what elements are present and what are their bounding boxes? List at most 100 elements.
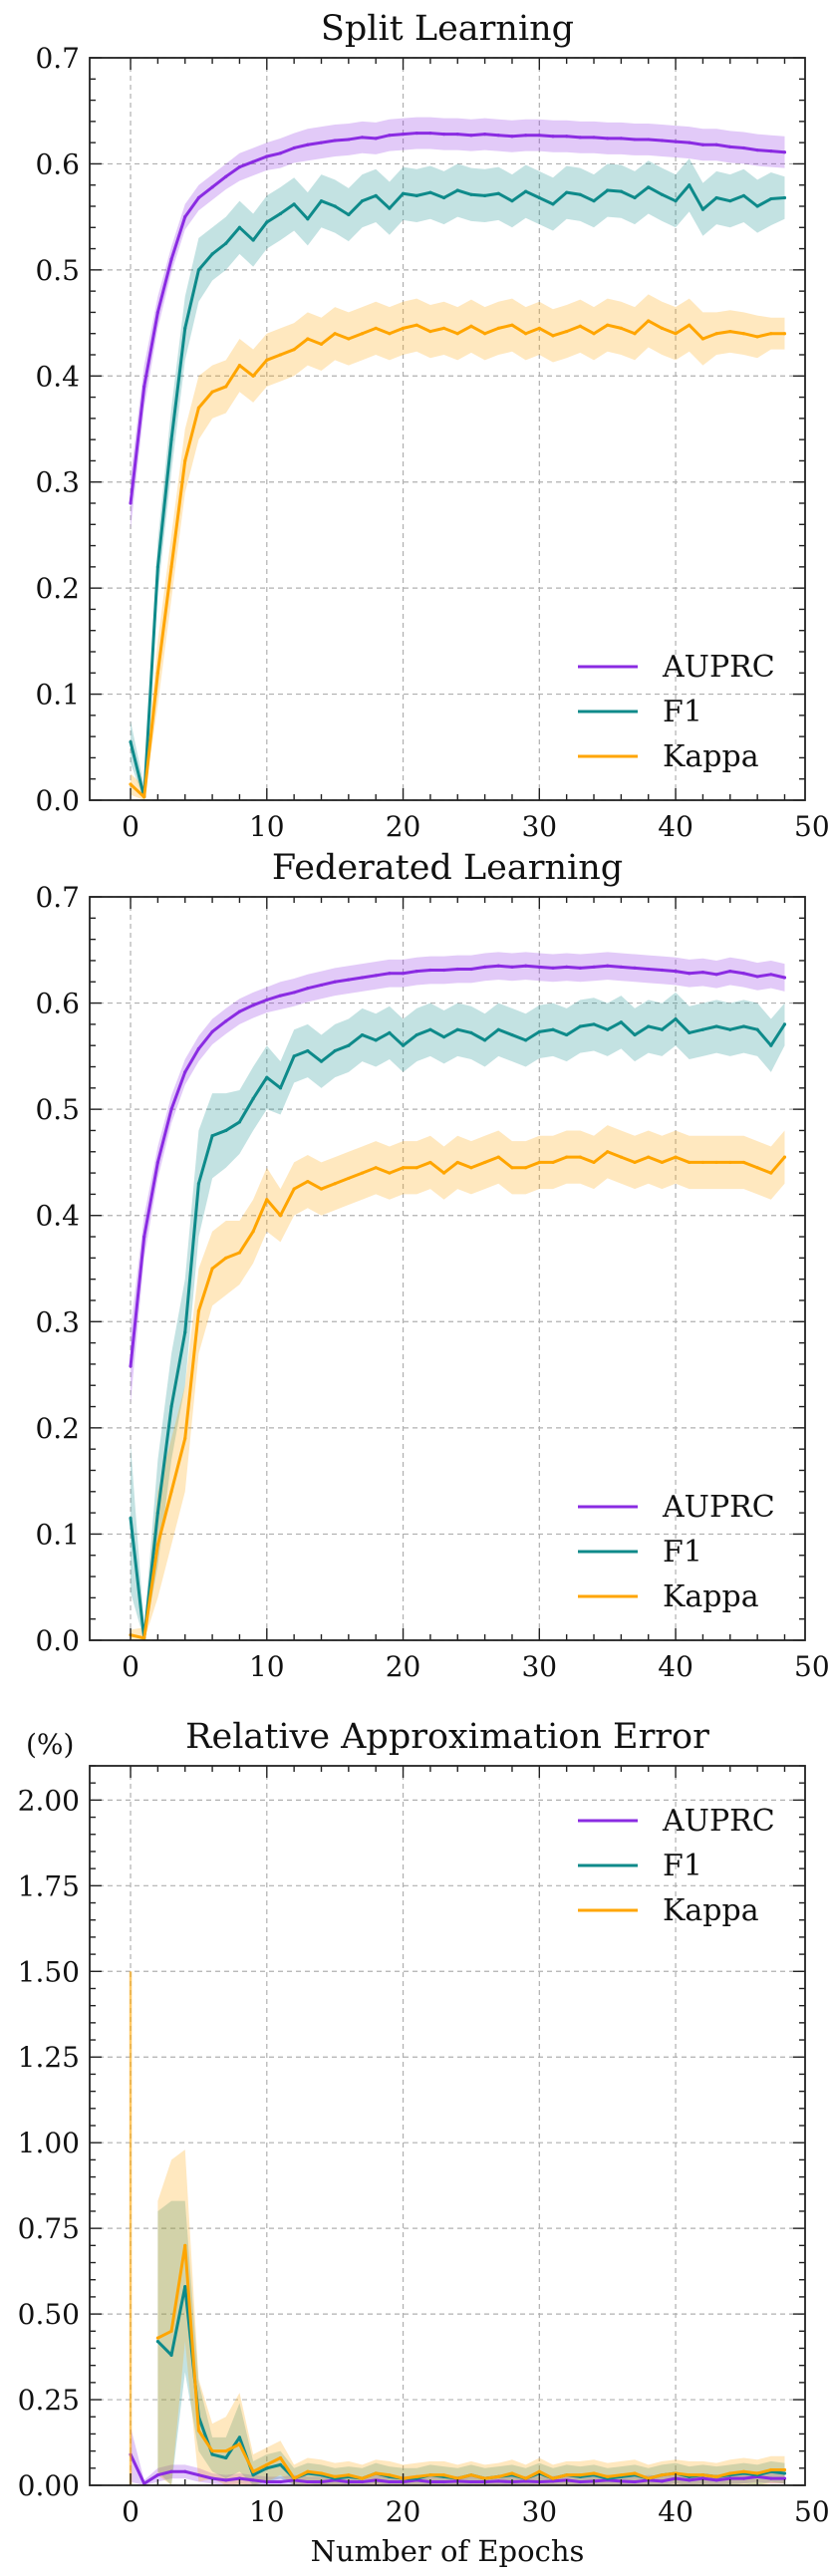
data-point-f1	[251, 2473, 255, 2477]
data-point-kappa	[769, 332, 773, 336]
data-point-f1	[688, 1030, 691, 1035]
data-point-kappa	[374, 2471, 378, 2475]
data-point-auprc	[469, 2479, 473, 2484]
data-point-kappa	[414, 1166, 418, 1170]
axes-frame	[89, 57, 806, 801]
data-point-kappa	[183, 458, 187, 463]
data-point-auprc	[510, 965, 514, 969]
data-point-kappa	[782, 332, 787, 336]
data-point-kappa	[278, 1214, 283, 1218]
data-point-f1	[592, 1022, 596, 1026]
data-point-auprc	[251, 2478, 255, 2482]
data-point-kappa	[265, 358, 269, 362]
data-point-f1	[224, 241, 228, 245]
data-point-auprc	[292, 991, 296, 995]
data-point-f1	[455, 188, 459, 192]
data-point-kappa	[196, 1309, 201, 1313]
data-point-auprc	[551, 2479, 555, 2483]
chart-panel-1: Split Learning 0 10 20 30 40 50 0.0 0.1 0.2 0.3 0.4…	[35, 9, 829, 843]
data-point-f1	[210, 2452, 214, 2456]
data-point-kappa	[414, 323, 418, 327]
x-tick-label: 0	[122, 2495, 139, 2528]
data-point-kappa	[469, 324, 473, 328]
data-point-auprc	[183, 1070, 187, 1074]
data-point-auprc	[496, 964, 500, 968]
data-point-auprc	[483, 965, 487, 969]
legend: AUPRC F1 Kappa	[578, 1804, 775, 1928]
y-tick-label: 0.7	[35, 881, 80, 914]
data-point-f1	[496, 191, 500, 195]
data-point-f1	[210, 1134, 214, 1138]
data-point-f1	[606, 1027, 610, 1031]
legend-label-f1: F1	[663, 1849, 702, 1883]
data-point-kappa	[155, 2336, 159, 2340]
data-point-f1	[674, 1016, 678, 1021]
data-point-auprc	[741, 2476, 746, 2480]
data-point-auprc	[333, 139, 337, 143]
data-point-f1	[292, 1054, 296, 1058]
data-point-auprc	[306, 987, 310, 991]
data-point-auprc	[401, 972, 406, 976]
data-point-kappa	[619, 2473, 623, 2477]
x-tick-label: 30	[521, 1650, 557, 1683]
data-point-kappa	[237, 364, 242, 368]
x-tick-label: 40	[658, 2495, 693, 2528]
data-point-auprc	[360, 976, 365, 980]
data-point-kappa	[292, 1187, 296, 1191]
data-point-kappa	[292, 2476, 296, 2480]
data-point-kappa	[210, 390, 214, 394]
data-point-kappa	[196, 2429, 201, 2433]
data-point-auprc	[755, 147, 759, 152]
legend-label-auprc: AUPRC	[662, 1490, 775, 1525]
data-point-f1	[455, 1027, 459, 1031]
data-point-auprc	[347, 138, 351, 142]
data-point-kappa	[388, 332, 392, 336]
data-point-auprc	[129, 501, 133, 505]
data-point-kappa	[688, 2473, 691, 2477]
chart-title: Relative Approximation Error	[185, 1717, 709, 1757]
data-point-kappa	[237, 1251, 242, 1255]
data-point-auprc	[360, 136, 365, 140]
x-tick-label: 50	[794, 810, 829, 843]
data-point-f1	[265, 2466, 269, 2470]
data-point-f1	[224, 1128, 228, 1133]
data-point-auprc	[428, 131, 432, 136]
data-point-kappa	[347, 2473, 351, 2477]
data-point-f1	[224, 2455, 228, 2460]
data-point-auprc	[606, 964, 610, 968]
data-point-kappa	[388, 2473, 392, 2477]
data-point-f1	[251, 238, 255, 242]
data-point-kappa	[441, 1171, 446, 1175]
data-point-kappa	[674, 2471, 678, 2475]
data-point-f1	[565, 1032, 569, 1037]
data-point-f1	[578, 192, 582, 196]
data-point-kappa	[633, 332, 637, 336]
data-point-f1	[401, 1043, 406, 1047]
data-point-kappa	[551, 1160, 555, 1165]
data-point-auprc	[660, 2479, 665, 2483]
data-point-auprc	[374, 974, 378, 978]
y-tick-label: 1.75	[18, 1869, 80, 1902]
data-point-kappa	[306, 1180, 310, 1184]
data-point-auprc	[578, 966, 582, 971]
data-point-auprc	[565, 965, 569, 969]
data-point-f1	[155, 565, 159, 569]
data-point-kappa	[483, 1160, 487, 1165]
data-point-f1	[265, 1075, 269, 1079]
data-point-kappa	[714, 332, 718, 336]
data-point-f1	[688, 183, 691, 187]
data-point-kappa	[619, 1155, 623, 1159]
data-point-auprc	[360, 2479, 365, 2484]
y-tick-label: 0.00	[18, 2469, 80, 2502]
data-point-kappa	[578, 1155, 582, 1159]
data-point-f1	[551, 202, 555, 206]
data-point-f1	[769, 196, 773, 201]
plot-area	[129, 117, 787, 800]
data-point-auprc	[210, 1029, 214, 1033]
data-point-auprc	[251, 1003, 255, 1007]
data-point-kappa	[510, 1166, 514, 1170]
data-point-f1	[374, 193, 378, 197]
data-point-auprc	[647, 967, 651, 972]
data-point-kappa	[782, 2467, 787, 2472]
data-point-auprc	[714, 143, 718, 146]
